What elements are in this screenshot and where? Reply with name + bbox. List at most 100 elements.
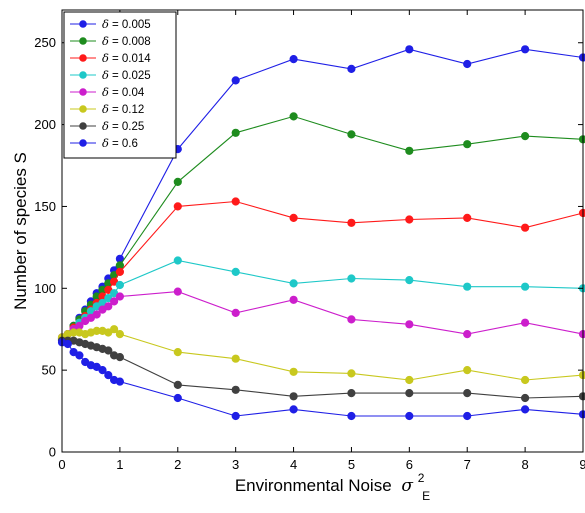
legend-label: δ = 0.025 xyxy=(102,68,151,82)
data-point xyxy=(173,380,182,390)
data-point xyxy=(463,411,472,421)
y-tick-label: 0 xyxy=(49,445,56,460)
legend-label: δ = 0.04 xyxy=(102,85,145,99)
data-point xyxy=(463,389,472,398)
legend-delta-symbol: δ xyxy=(102,17,109,31)
legend-box xyxy=(63,11,177,159)
legend-label: δ = 0.005 xyxy=(102,17,151,31)
legend-item: δ = 0.025 xyxy=(70,68,151,82)
legend-item: δ = 0.005 xyxy=(70,17,151,31)
legend-delta-symbol: δ xyxy=(102,85,109,99)
data-point xyxy=(289,405,298,414)
data-point xyxy=(231,354,240,363)
data-point xyxy=(173,202,182,211)
data-point xyxy=(463,213,472,222)
x-tick-label: 2 xyxy=(174,457,181,472)
legend-delta-symbol: δ xyxy=(102,68,109,82)
data-point xyxy=(347,315,356,324)
legend-item: δ = 0.04 xyxy=(70,85,145,99)
legend-marker xyxy=(79,105,87,113)
x-axis-label-subscript: E xyxy=(422,489,430,503)
legend-item: δ = 0.014 xyxy=(70,51,151,65)
legend-marker xyxy=(79,54,87,62)
legend-label: δ = 0.014 xyxy=(102,51,151,65)
data-point xyxy=(347,411,356,421)
data-point xyxy=(578,135,585,144)
y-tick-label: 200 xyxy=(34,117,56,132)
data-point xyxy=(173,393,182,403)
data-point xyxy=(463,366,472,375)
legend-value: = 0.04 xyxy=(112,87,145,99)
legend-marker xyxy=(79,88,87,96)
data-point xyxy=(578,330,585,339)
data-point xyxy=(231,128,240,137)
x-tick-label: 4 xyxy=(290,457,297,472)
data-point xyxy=(289,279,298,288)
series-line xyxy=(61,341,584,417)
x-axis-label: Environmental Noise σ 2 E xyxy=(235,467,430,503)
data-point xyxy=(578,371,585,380)
data-point xyxy=(173,256,182,265)
data-point xyxy=(520,318,530,327)
data-point xyxy=(347,218,356,227)
legend-value: = 0.014 xyxy=(112,53,151,65)
data-point xyxy=(75,351,84,360)
x-tick-label: 0 xyxy=(58,457,65,472)
legend-label: δ = 0.008 xyxy=(102,34,151,48)
series-4 xyxy=(57,256,585,344)
y-axis-label: Number of species S xyxy=(11,152,30,310)
legend-label: δ = 0.12 xyxy=(102,102,144,116)
y-tick-label: 50 xyxy=(42,363,56,378)
data-point xyxy=(578,392,585,401)
data-point xyxy=(173,177,182,186)
plot-frame xyxy=(61,9,584,453)
data-point xyxy=(520,375,530,385)
data-point xyxy=(104,302,113,311)
data-point xyxy=(231,76,240,85)
data-point xyxy=(405,411,414,421)
legend-item: δ = 0.25 xyxy=(70,119,144,133)
legend-marker xyxy=(79,139,87,147)
legend-delta-symbol: δ xyxy=(102,136,109,150)
data-point xyxy=(231,197,240,206)
x-tick-label: 3 xyxy=(232,457,239,472)
data-point xyxy=(109,297,119,306)
legend-marker xyxy=(79,71,87,79)
y-tick-label: 250 xyxy=(34,35,56,50)
data-point xyxy=(231,308,240,318)
data-point xyxy=(578,53,585,62)
data-point xyxy=(347,64,356,73)
legend-value: = 0.025 xyxy=(112,70,151,82)
data-point xyxy=(405,375,414,385)
data-point xyxy=(405,389,414,398)
legend-value: = 0.6 xyxy=(112,138,138,150)
x-tick-label: 8 xyxy=(521,457,528,472)
data-point xyxy=(92,310,101,319)
data-point xyxy=(63,339,72,349)
data-point xyxy=(520,45,530,54)
legend-value: = 0.25 xyxy=(112,121,144,133)
data-point xyxy=(578,208,585,218)
legend-value: = 0.008 xyxy=(112,36,151,48)
legend-delta-symbol: δ xyxy=(102,34,109,48)
data-point xyxy=(463,59,472,69)
data-point xyxy=(520,282,530,291)
series-line xyxy=(61,291,584,338)
data-point xyxy=(98,366,107,375)
series-6 xyxy=(57,325,585,385)
series-line xyxy=(61,328,584,381)
y-tick-label: 150 xyxy=(34,199,56,214)
x-tick-label: 6 xyxy=(406,457,413,472)
data-point xyxy=(347,389,356,398)
data-point xyxy=(520,405,530,414)
legend-delta-symbol: δ xyxy=(102,119,109,133)
data-point xyxy=(115,330,124,339)
data-point xyxy=(289,367,298,376)
series-line xyxy=(61,200,584,340)
x-tick-label: 7 xyxy=(464,457,471,472)
data-point xyxy=(463,330,472,339)
x-axis-label-symbol: σ xyxy=(401,476,413,496)
legend-item: δ = 0.6 xyxy=(70,136,138,150)
legend-label: δ = 0.25 xyxy=(102,119,144,133)
